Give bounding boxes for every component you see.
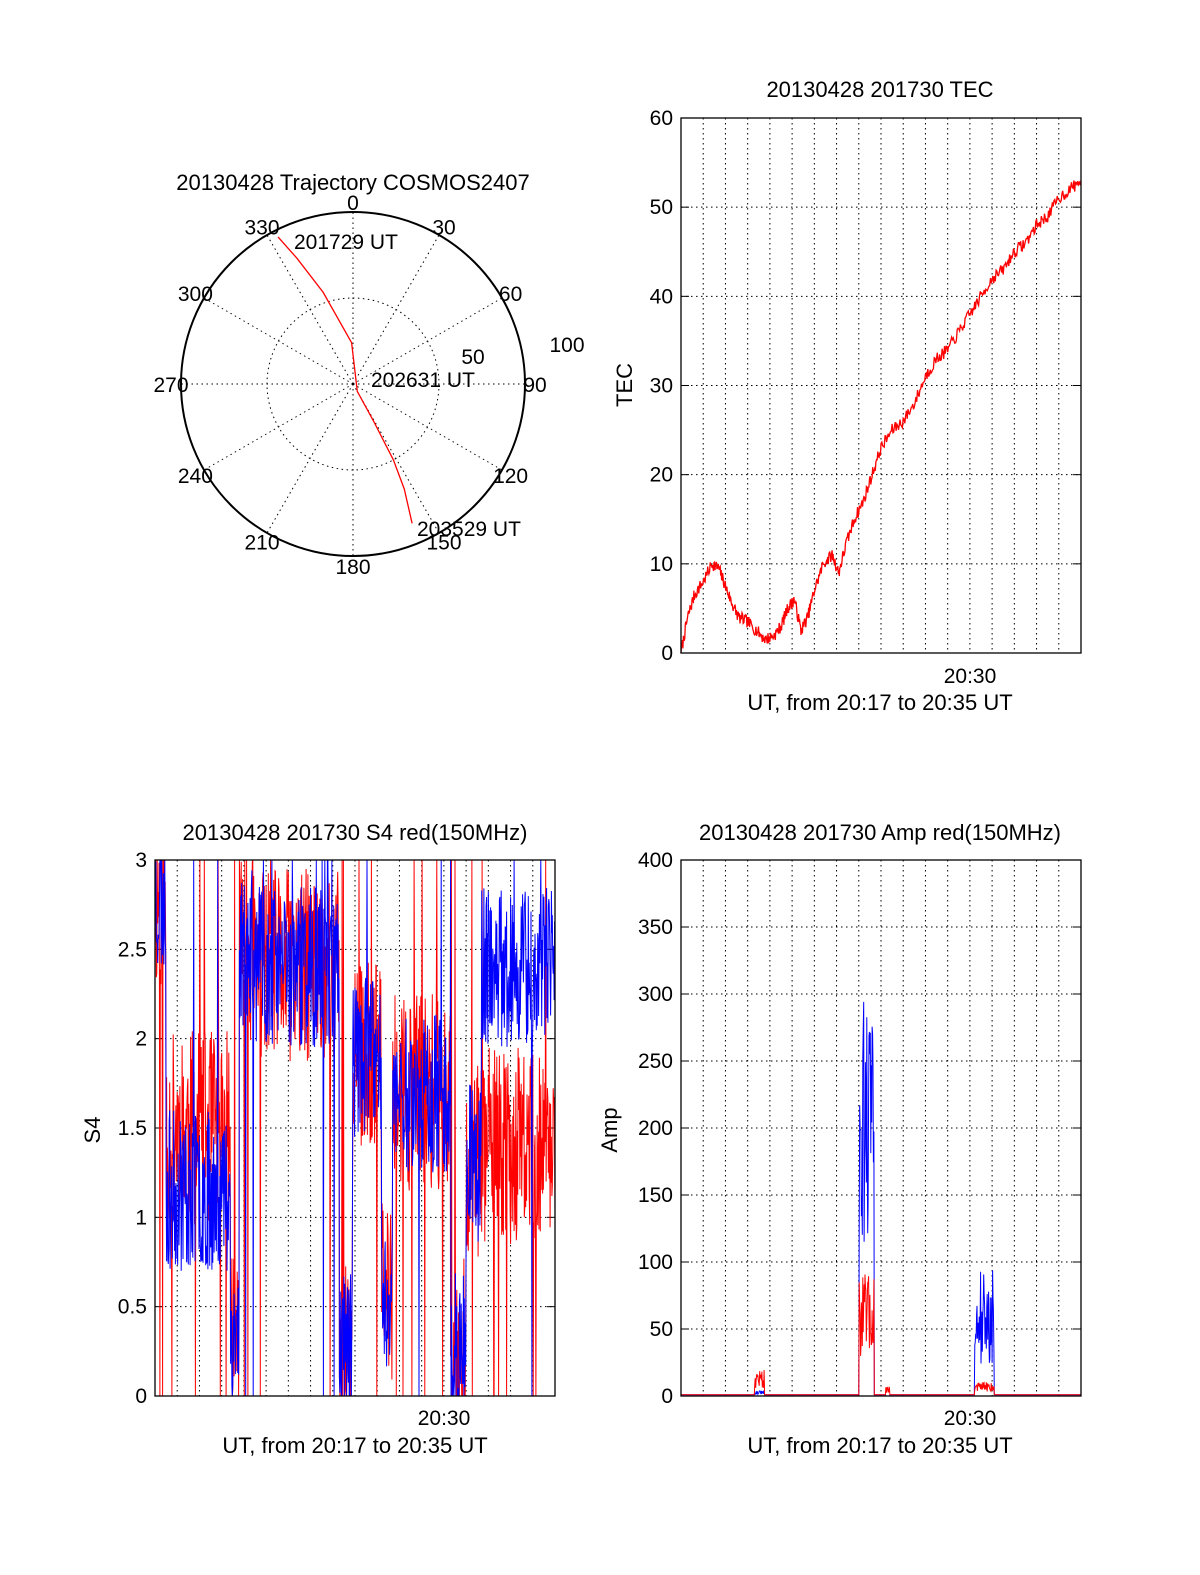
amp-ytick-label-7: 350 [638, 916, 673, 939]
amp-ytick-label-6: 300 [638, 983, 673, 1006]
s4-frame [154, 859, 556, 1397]
polar-azimuth-labels: 0 30 60 90 120 150 180 210 240 270 300 330 [153, 192, 546, 579]
s4-x-label: UT, from 20:17 to 20:35 UT [222, 1433, 487, 1458]
polar-azimuth-label-270: 270 [153, 374, 188, 397]
s4-ytick-label-2: 1 [135, 1206, 147, 1229]
polar-spoke-300 [203, 297, 354, 385]
tec-series-line [680, 180, 1082, 654]
amp-x-label: UT, from 20:17 to 20:35 UT [747, 1433, 1012, 1458]
amp-title: 20130428 201730 Amp red(150MHz) [699, 820, 1061, 845]
s4-ytick-label-6: 3 [135, 849, 147, 872]
amp-x-tick-label: 20:30 [944, 1407, 997, 1430]
amp-frame [680, 859, 1082, 1397]
polar-end-label: 203529 UT [417, 518, 521, 541]
polar-spoke-210 [266, 383, 354, 534]
polar-spoke-120 [352, 383, 503, 471]
tec-ytick-label-5: 50 [650, 196, 673, 219]
amp-ytick-label-8: 400 [638, 849, 673, 872]
s4-ytick-label-0: 0 [135, 1385, 147, 1408]
polar-title: 20130428 Trajectory COSMOS2407 [176, 170, 529, 195]
s4-y-label: S4 [80, 1117, 105, 1144]
polar-azimuth-label-120: 120 [493, 465, 528, 488]
s4-title: 20130428 201730 S4 red(150MHz) [183, 820, 528, 845]
s4-plot: 20130428 201730 S4 red(150MHz) 0 0.5 1 1.5 2… [80, 820, 556, 1458]
s4-ytick-label-4: 2 [135, 1028, 147, 1051]
polar-azimuth-label-330: 330 [244, 216, 279, 239]
amp-y-label: Amp [597, 1107, 622, 1152]
polar-grid [181, 212, 525, 556]
tec-frame [680, 117, 1082, 654]
amp-ytick-label-3: 150 [638, 1184, 673, 1207]
polar-mid-label: 202631 UT [371, 369, 475, 392]
polar-azimuth-label-0: 0 [347, 192, 359, 215]
s4-y-ticks: 0 0.5 1 1.5 2 2.5 3 [118, 849, 555, 1408]
polar-ring-label-50: 50 [461, 346, 484, 369]
tec-title: 20130428 201730 TEC [766, 77, 993, 102]
tec-x-label: UT, from 20:17 to 20:35 UT [747, 690, 1012, 715]
tec-ytick-label-3: 30 [650, 375, 673, 398]
amp-ytick-label-4: 200 [638, 1117, 673, 1140]
polar-plot: 20130428 Trajectory COSMOS2407 0 30 60 90 12… [153, 170, 584, 579]
amp-ytick-label-1: 50 [650, 1318, 673, 1341]
tec-y-label: TEC [612, 363, 637, 407]
polar-azimuth-label-300: 300 [178, 283, 213, 306]
polar-spoke-60 [352, 297, 503, 385]
amp-red-series [681, 1274, 1081, 1396]
tec-ytick-label-2: 20 [650, 464, 673, 487]
polar-trajectory-line [277, 236, 413, 524]
tec-ytick-label-1: 10 [650, 553, 673, 576]
s4-red-series [154, 859, 556, 1397]
s4-blue-series [154, 859, 556, 1397]
polar-horizon-circle [180, 211, 526, 557]
polar-azimuth-label-150: 150 [426, 532, 461, 555]
tec-ytick-label-4: 40 [650, 285, 673, 308]
polar-azimuth-label-180: 180 [335, 556, 370, 579]
polar-azimuth-label-30: 30 [432, 216, 455, 239]
tec-ytick-label-0: 0 [661, 642, 673, 665]
s4-ytick-label-5: 2.5 [118, 938, 147, 961]
polar-azimuth-label-240: 240 [178, 465, 213, 488]
tec-x-tick-label: 20:30 [944, 665, 997, 688]
polar-spoke-240 [203, 383, 354, 471]
s4-ytick-label-3: 1.5 [118, 1117, 147, 1140]
amp-plot: 20130428 201730 Amp red(150MHz) 0 50 100 15… [597, 820, 1082, 1458]
polar-ring-label-100: 100 [549, 334, 584, 357]
polar-spoke-150 [352, 383, 440, 534]
polar-spoke-30 [352, 234, 440, 385]
amp-ytick-label-0: 0 [661, 1385, 673, 1408]
polar-azimuth-label-210: 210 [244, 532, 279, 555]
polar-start-label: 201729 UT [294, 231, 398, 254]
amp-ytick-label-2: 100 [638, 1251, 673, 1274]
polar-azimuth-label-90: 90 [523, 374, 546, 397]
tec-grid [681, 118, 1081, 653]
polar-azimuth-label-60: 60 [499, 283, 522, 306]
s4-ytick-label-1: 0.5 [118, 1296, 147, 1319]
amp-grid [681, 860, 1081, 1396]
s4-x-tick-label: 20:30 [418, 1407, 471, 1430]
amp-y-ticks: 0 50 100 150 200 250 300 350 400 [638, 849, 1081, 1408]
polar-spoke-330 [266, 234, 354, 385]
tec-y-ticks: 0 10 20 30 40 50 60 [650, 107, 1081, 665]
tec-ytick-label-6: 60 [650, 107, 673, 130]
amp-ytick-label-5: 250 [638, 1050, 673, 1073]
